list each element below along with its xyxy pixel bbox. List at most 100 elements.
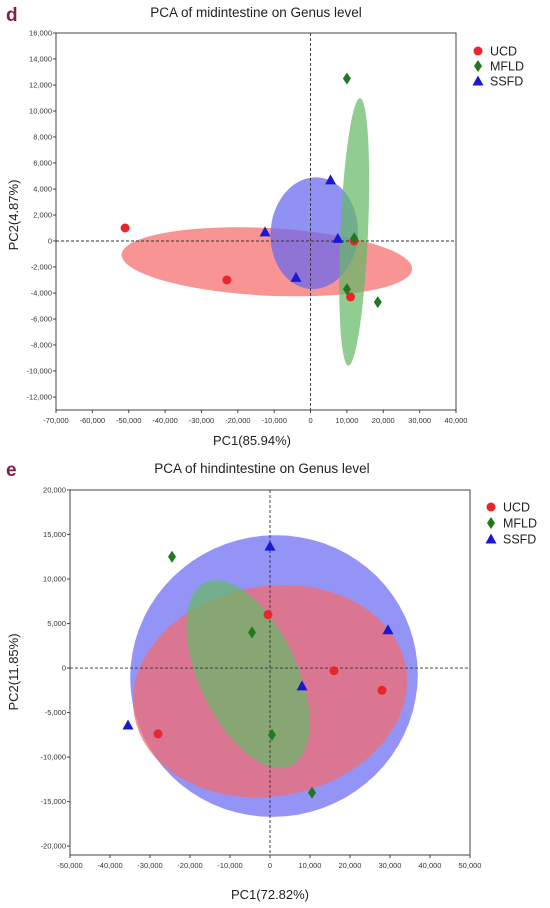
x-tick-label-e: 50,000 (459, 861, 482, 870)
confidence-ellipses-e (130, 535, 418, 817)
data-point-ucd-e (263, 610, 273, 620)
panel-e: e PCA of hindintestine on Genus level -5… (6, 460, 537, 902)
legend-marker-mfld-e (487, 517, 495, 529)
y-tick-label-e: 5,000 (47, 619, 66, 628)
y-tick-label-e: -5,000 (45, 708, 66, 717)
x-tick-label-e: 10,000 (299, 861, 322, 870)
legend-marker-ucd-e (486, 502, 496, 512)
y-tick-label-e: -15,000 (41, 797, 66, 806)
x-tick-label-e: -20,000 (177, 861, 202, 870)
legend-label-ucd-d: UCD (490, 45, 517, 59)
y-axis-label-e: PC2(11.85%) (6, 633, 21, 710)
x-tick-label-e: 40,000 (419, 861, 442, 870)
y-tick-label-d: -4,000 (31, 289, 52, 298)
ellipse-mfld-e (186, 580, 310, 769)
x-tick-label-d: -50,000 (116, 416, 141, 425)
x-tick-label-d: 20,000 (372, 416, 395, 425)
legend-label-ucd-e: UCD (503, 501, 530, 515)
x-tick-label-e: -50,000 (57, 861, 82, 870)
data-point-ssfd-e (264, 540, 276, 551)
y-tick-label-d: -2,000 (31, 263, 52, 272)
data-point-mfld-e (268, 728, 276, 741)
y-tick-label-d: 2,000 (33, 211, 52, 220)
chart-title-e: PCA of hindintestine on Genus level (154, 461, 369, 476)
y-tick-label-d: -10,000 (27, 367, 52, 376)
legend-marker-ssfd-d (472, 75, 484, 86)
x-tick-label-e: 20,000 (339, 861, 362, 870)
y-tick-label-d: 6,000 (33, 159, 52, 168)
y-tick-label-e: 15,000 (43, 530, 66, 539)
data-point-mfld-d (373, 296, 382, 309)
panel-letter-d: d (6, 5, 18, 26)
data-point-ucd-e (329, 666, 339, 676)
x-tick-label-d: -70,000 (43, 416, 68, 425)
x-tick-label-e: -30,000 (137, 861, 162, 870)
y-tick-label-e: 20,000 (43, 486, 66, 495)
data-point-mfld-d (342, 283, 351, 296)
y-tick-label-d: 8,000 (33, 133, 52, 142)
legend-marker-ucd-d (473, 46, 483, 56)
x-tick-label-d: -40,000 (152, 416, 177, 425)
panel-d: d PCA of midintestine on Genus level -70… (6, 5, 524, 448)
data-point-ssfd-e (122, 719, 134, 730)
ellipse-ucd-d (121, 227, 413, 297)
data-point-ssfd-e (382, 624, 394, 635)
y-tick-label-e: -10,000 (41, 753, 66, 762)
data-point-ucd-d (346, 292, 356, 302)
axes-e: -50,000 -40,000 -30,000 -20,000 -10,000 0 10,0… (41, 486, 482, 870)
x-tick-label-e: -10,000 (217, 861, 242, 870)
x-tick-label-d: 10,000 (335, 416, 358, 425)
y-tick-label-d: 4,000 (33, 185, 52, 194)
x-axis-label-d: PC1(85.94%) (213, 433, 291, 448)
plot-frame-d (55, 32, 457, 411)
panel-letter-e: e (6, 460, 17, 481)
legend-label-mfld-e: MFLD (503, 517, 537, 531)
y-tick-label-e: 0 (62, 664, 66, 673)
ellipse-mfld-d (339, 98, 370, 366)
data-point-ssfd-d (259, 226, 271, 237)
x-tick-label-e: -40,000 (97, 861, 122, 870)
x-tick-label-d: -60,000 (80, 416, 105, 425)
data-point-ssfd-e (296, 680, 308, 691)
data-point-mfld-d (350, 232, 359, 245)
y-tick-label-d: 14,000 (29, 55, 52, 64)
data-point-ssfd-d (325, 174, 337, 185)
legend-marker-mfld-d (474, 60, 482, 72)
x-tick-label-d: 40,000 (445, 416, 468, 425)
y-axis-label-d: PC2(4.87%) (6, 180, 21, 251)
data-point-ssfd-d (290, 271, 302, 282)
y-tick-label-d: 12,000 (29, 81, 52, 90)
y-tick-label-e: 10,000 (43, 575, 66, 584)
data-points-e (122, 540, 394, 799)
y-tick-label-e: -20,000 (41, 842, 66, 851)
y-tick-label-d: 0 (48, 237, 52, 246)
y-tick-label-d: 10,000 (29, 107, 52, 116)
x-axis-label-e: PC1(72.82%) (231, 887, 309, 902)
data-point-ssfd-d (332, 232, 344, 243)
legend-label-ssfd-d: SSFD (490, 75, 523, 89)
y-tick-label-d: -12,000 (27, 393, 52, 402)
x-tick-label-d: 0 (308, 416, 312, 425)
chart-title-d: PCA of midintestine on Genus level (150, 5, 362, 20)
x-tick-label-d: -20,000 (225, 416, 250, 425)
legend-label-ssfd-e: SSFD (503, 533, 536, 547)
data-point-mfld-e (248, 626, 256, 639)
legend-label-mfld-d: MFLD (490, 60, 524, 74)
data-point-mfld-e (168, 550, 176, 563)
y-tick-label-d: -8,000 (31, 341, 52, 350)
legend-e: UCD MFLD SSFD (485, 501, 537, 547)
data-point-ucd-d (222, 275, 232, 285)
axes-d: -70,000 -60,000 -50,000 -40,000 -30,000 -20,0… (27, 29, 468, 425)
x-tick-label-d: -10,000 (261, 416, 286, 425)
data-point-mfld-d (342, 72, 351, 85)
data-point-ucd-e (377, 685, 387, 695)
data-point-mfld-e (308, 786, 316, 799)
ellipse-ssfd-d (270, 177, 358, 289)
y-tick-label-d: -6,000 (31, 315, 52, 324)
data-point-ucd-e (153, 729, 163, 739)
legend-marker-ssfd-e (485, 533, 497, 544)
x-tick-label-e: 30,000 (379, 861, 402, 870)
x-tick-label-d: 30,000 (408, 416, 431, 425)
